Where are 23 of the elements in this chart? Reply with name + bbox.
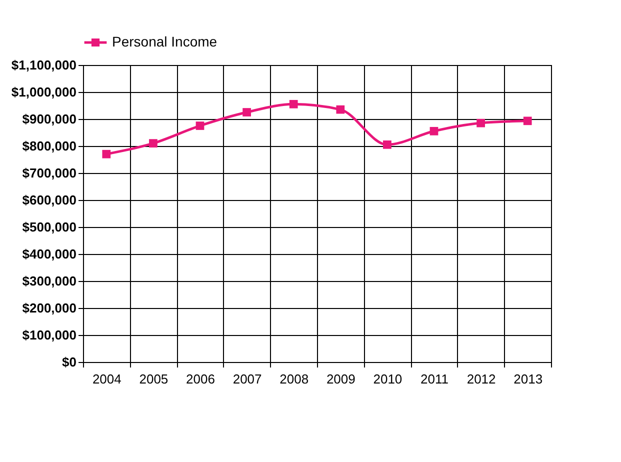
- y-tick-label: $100,000: [22, 328, 76, 342]
- y-tick-label: $800,000: [22, 138, 76, 154]
- y-tick-label: $200,000: [22, 300, 76, 316]
- x-tick-label: 2012: [466, 372, 496, 386]
- y-tick-label: $500,000: [22, 220, 76, 234]
- x-tick-label: 2007: [232, 372, 262, 386]
- y-tick-label: $300,000: [22, 274, 76, 288]
- y-tick-label: $700,000: [22, 166, 76, 180]
- x-tick-label: 2010: [373, 372, 402, 386]
- x-tick-label: 2009: [326, 372, 356, 386]
- y-tick-label: $1,100,000: [11, 58, 76, 72]
- x-tick-label: 2006: [186, 372, 215, 386]
- y-tick-label: $0: [62, 354, 76, 370]
- legend-label: Personal Income: [112, 34, 218, 50]
- y-tick-label: $400,000: [22, 246, 76, 262]
- x-tick-label: 2008: [280, 372, 309, 386]
- x-tick-label: 2005: [139, 372, 168, 386]
- x-tick-label: 2013: [514, 372, 543, 386]
- y-tick-label: $900,000: [22, 112, 76, 126]
- y-tick-label: $1,000,000: [11, 84, 76, 100]
- x-tick-label: 2011: [420, 372, 448, 386]
- x-tick-label: 2004: [92, 372, 122, 386]
- y-tick-label: $600,000: [22, 192, 76, 208]
